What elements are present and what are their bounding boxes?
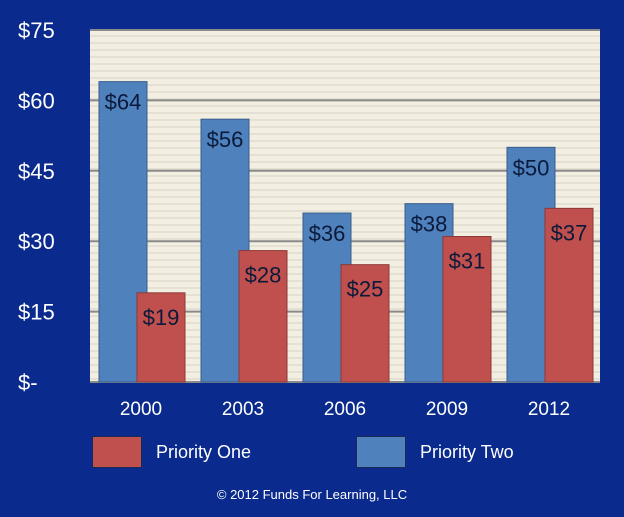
legend-swatch-priority-one — [92, 436, 142, 468]
data-label-priority-two: $38 — [411, 212, 448, 237]
y-tick-label: $15 — [18, 300, 55, 325]
x-tick-label: 2006 — [324, 399, 366, 420]
bar-priority-one — [442, 236, 492, 383]
x-tick-label: 2003 — [222, 399, 264, 420]
data-label-priority-two: $56 — [207, 127, 244, 152]
legend-item-priority-two: Priority Two — [356, 436, 514, 468]
x-tick-label: 2012 — [528, 399, 570, 420]
x-tick-label: 2000 — [120, 399, 162, 420]
bar-priority-one — [136, 292, 186, 383]
data-label-priority-two: $36 — [309, 221, 346, 246]
chart-legend: Priority One Priority Two — [0, 436, 624, 472]
data-label-priority-one: $31 — [449, 249, 486, 274]
data-label-priority-one: $28 — [245, 263, 282, 288]
y-tick-label: $60 — [18, 88, 55, 113]
x-tick-label: 2009 — [426, 399, 468, 420]
bar-priority-one — [340, 264, 390, 383]
legend-swatch-priority-two — [356, 436, 406, 468]
legend-label-priority-two: Priority Two — [420, 441, 514, 462]
y-tick-label: $45 — [18, 159, 55, 184]
data-label-priority-one: $25 — [347, 277, 384, 302]
bar-priority-one — [544, 207, 594, 383]
data-label-priority-one: $19 — [143, 305, 180, 330]
legend-label-priority-one: Priority One — [156, 441, 252, 462]
data-label-priority-two: $50 — [513, 155, 550, 180]
copyright-text: © 2012 Funds For Learning, LLC — [216, 487, 408, 502]
legend-item-priority-one: Priority One — [92, 436, 251, 468]
y-tick-label: $75 — [18, 18, 55, 43]
bar-priority-one — [238, 250, 288, 383]
y-tick-label: $30 — [18, 229, 55, 254]
y-tick-label: $- — [18, 370, 38, 395]
data-label-priority-one: $37 — [551, 220, 588, 245]
data-label-priority-two: $64 — [105, 90, 142, 115]
